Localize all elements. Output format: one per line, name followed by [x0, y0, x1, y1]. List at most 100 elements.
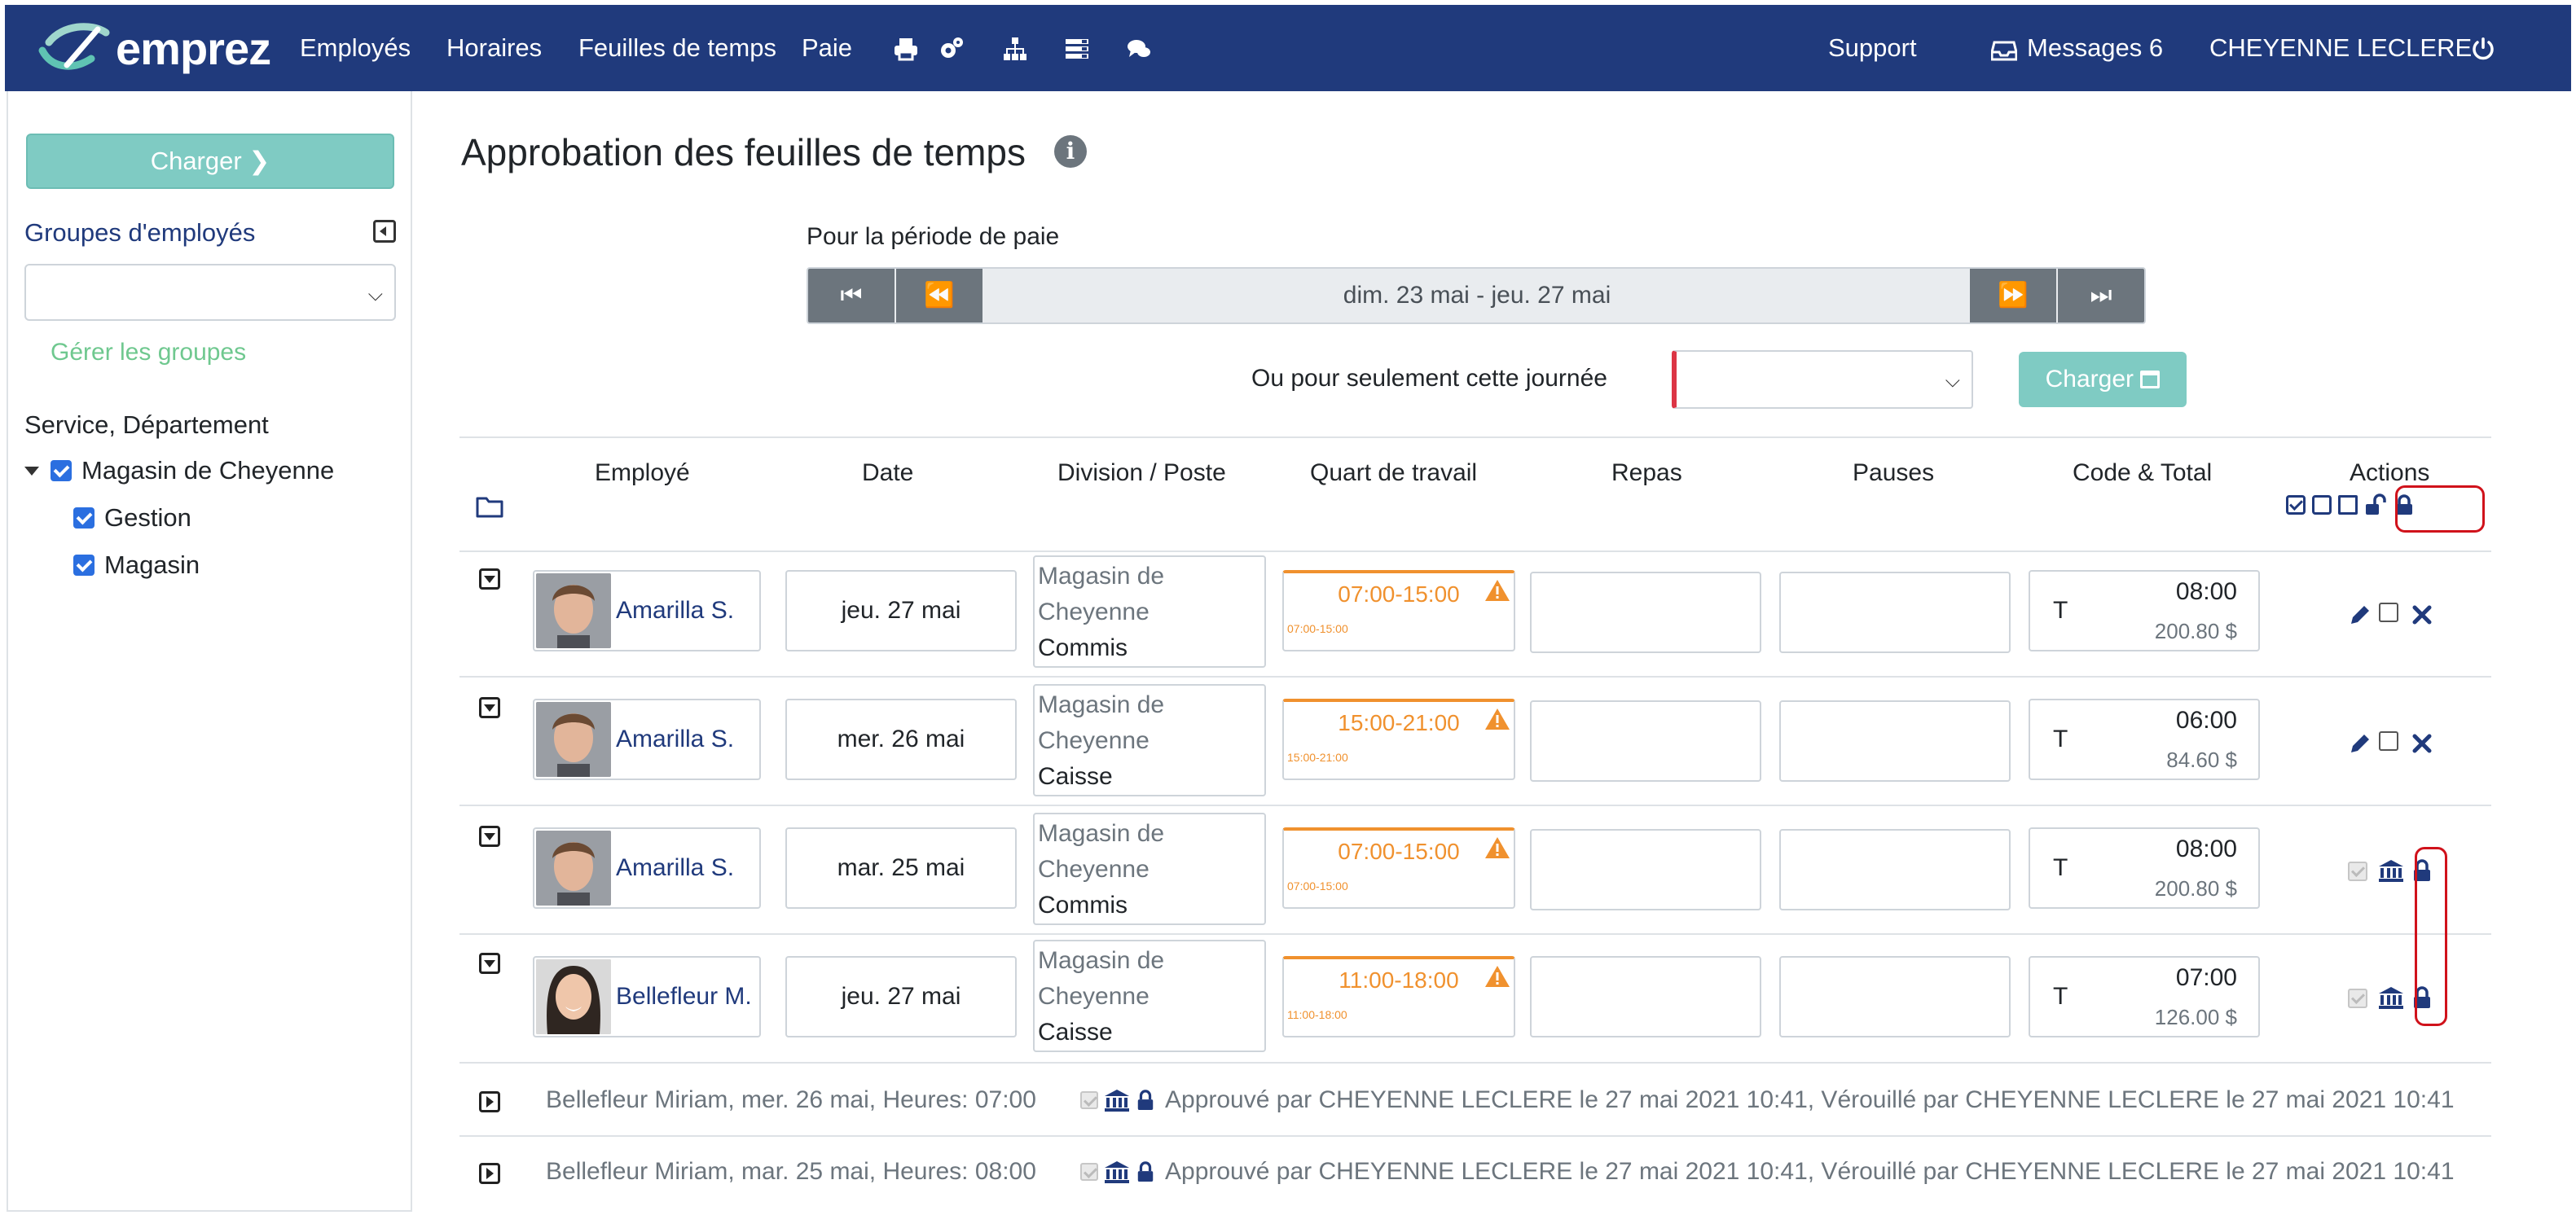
- breaks-cell[interactable]: [1779, 700, 2011, 782]
- breaks-cell[interactable]: [1779, 572, 2011, 653]
- avatar: [536, 831, 611, 906]
- emprez-logo[interactable]: emprez: [34, 18, 271, 78]
- select-all-checkbox-icon[interactable]: [2286, 495, 2306, 515]
- employee-name[interactable]: Amarilla S.: [616, 726, 735, 752]
- position-name: Commis: [1038, 892, 1128, 919]
- select-none-checkbox-icon[interactable]: [2312, 495, 2332, 515]
- checkbox-gestion[interactable]: [73, 507, 95, 529]
- avatar: [536, 702, 611, 777]
- row-collapse-toggle[interactable]: [479, 953, 500, 974]
- first-period-button[interactable]: ⏮: [808, 269, 895, 322]
- row-collapse-toggle[interactable]: [479, 568, 500, 590]
- nav-user[interactable]: CHEYENNE LECLERE: [2209, 33, 2473, 62]
- last-period-button[interactable]: ⏭: [2058, 269, 2144, 322]
- employee-name[interactable]: Amarilla S.: [616, 854, 735, 881]
- row-checkbox[interactable]: [2379, 603, 2398, 622]
- charger-day-button[interactable]: Charger: [2019, 352, 2187, 407]
- info-icon[interactable]: i: [1054, 135, 1087, 168]
- previous-period-button[interactable]: ⏪: [896, 269, 982, 322]
- toggle-selection-icon[interactable]: [2338, 495, 2358, 515]
- nav-employes[interactable]: Employés: [300, 33, 411, 62]
- lock-icon[interactable]: [2411, 985, 2433, 1010]
- avatar: [536, 573, 611, 648]
- approved-checkbox: [2348, 862, 2367, 881]
- meals-cell[interactable]: [1530, 700, 1761, 782]
- pay-period-pager: ⏮ ⏪ dim. 23 mai - jeu. 27 mai ⏩ ⏭: [807, 267, 2146, 324]
- employee-cell[interactable]: Bellefleur M.: [533, 956, 761, 1037]
- warning-icon: [1485, 708, 1510, 730]
- close-icon[interactable]: [2410, 731, 2434, 756]
- employee-groups-select[interactable]: ⌵: [24, 264, 396, 321]
- bank-icon[interactable]: [2377, 985, 2405, 1010]
- shift-cell[interactable]: 15:00-21:00 15:00-21:00: [1282, 699, 1515, 780]
- folder-icon[interactable]: [476, 495, 503, 518]
- avatar: [536, 959, 611, 1034]
- col-division-poste: Division / Poste: [1057, 459, 1226, 486]
- row-divider: [459, 1135, 2491, 1137]
- nav-messages[interactable]: Messages 6: [2027, 33, 2164, 62]
- tree-item-magasin-de-cheyenne[interactable]: Magasin de Cheyenne: [24, 456, 334, 485]
- bank-icon[interactable]: [2377, 858, 2405, 883]
- nav-support[interactable]: Support: [1828, 33, 1917, 62]
- division-cell: Magasin de Cheyenne Commis: [1033, 555, 1266, 668]
- tree-item-magasin[interactable]: Magasin: [73, 550, 200, 580]
- row-expand-toggle[interactable]: [479, 1091, 500, 1112]
- shift-scheduled: 11:00-18:00: [1287, 1008, 1347, 1021]
- close-icon[interactable]: [2410, 603, 2434, 627]
- logo-text: emprez: [116, 22, 271, 74]
- pencil-icon[interactable]: [2348, 603, 2372, 627]
- chat-icon[interactable]: [1126, 36, 1152, 62]
- employee-name[interactable]: Amarilla S.: [616, 597, 735, 624]
- pay-period-label: Pour la période de paie: [807, 223, 1060, 250]
- checkbox-magasin[interactable]: [73, 555, 95, 576]
- unlock-all-icon[interactable]: [2364, 493, 2387, 516]
- approved-checkbox: [1080, 1091, 1098, 1109]
- meals-cell[interactable]: [1530, 829, 1761, 910]
- gears-icon[interactable]: [939, 36, 965, 62]
- employee-cell[interactable]: Amarilla S.: [533, 827, 761, 909]
- caret-down-icon[interactable]: [24, 466, 39, 476]
- warning-icon: [1485, 837, 1510, 858]
- shift-cell[interactable]: 07:00-15:00 07:00-15:00: [1282, 827, 1515, 909]
- row-divider: [459, 933, 2491, 935]
- row-expand-toggle[interactable]: [479, 1163, 500, 1184]
- code-total-cell: T 08:00 200.80 $: [2029, 827, 2260, 909]
- shift-scheduled: 15:00-21:00: [1287, 751, 1348, 764]
- list-icon[interactable]: [1064, 36, 1090, 62]
- single-day-select[interactable]: ⌵: [1672, 350, 1973, 409]
- meals-cell[interactable]: [1530, 572, 1761, 653]
- nav-paie[interactable]: Paie: [802, 33, 853, 62]
- date-cell: jeu. 27 mai: [785, 956, 1017, 1037]
- lock-all-icon[interactable]: [2394, 493, 2415, 516]
- collapsed-summary: Bellefleur Miriam, mer. 26 mai, Heures: …: [546, 1086, 1036, 1113]
- total-hours: 08:00: [2175, 836, 2237, 862]
- employee-name[interactable]: Bellefleur M.: [616, 983, 752, 1010]
- row-checkbox[interactable]: [2379, 731, 2398, 751]
- lock-icon[interactable]: [2411, 858, 2433, 883]
- nav-horaires[interactable]: Horaires: [446, 33, 543, 62]
- total-amount: 200.80 $: [2154, 619, 2237, 643]
- shift-cell[interactable]: 11:00-18:00 11:00-18:00: [1282, 956, 1515, 1037]
- breaks-cell[interactable]: [1779, 829, 2011, 910]
- shift-cell[interactable]: 07:00-15:00 07:00-15:00: [1282, 570, 1515, 651]
- inbox-icon[interactable]: [1990, 37, 2018, 61]
- pencil-icon[interactable]: [2348, 731, 2372, 756]
- printer-icon[interactable]: [893, 36, 919, 62]
- meals-cell[interactable]: [1530, 956, 1761, 1037]
- col-code-total: Code & Total: [2073, 459, 2213, 486]
- employee-cell[interactable]: Amarilla S.: [533, 570, 761, 651]
- row-collapse-toggle[interactable]: [479, 826, 500, 847]
- org-chart-icon[interactable]: [1002, 36, 1028, 62]
- checkbox-magasin-de-cheyenne[interactable]: [51, 460, 72, 481]
- manage-groups-link[interactable]: Gérer les groupes: [51, 339, 247, 366]
- row-collapse-toggle[interactable]: [479, 697, 500, 718]
- sidebar-charger-button[interactable]: Charger ❯: [26, 134, 394, 189]
- employee-cell[interactable]: Amarilla S.: [533, 699, 761, 780]
- breaks-cell[interactable]: [1779, 956, 2011, 1037]
- power-icon[interactable]: [2470, 36, 2496, 62]
- nav-feuilles-de-temps[interactable]: Feuilles de temps: [578, 33, 776, 62]
- collapse-sidebar-icon[interactable]: [373, 220, 396, 243]
- lock-icon: [1137, 1090, 1154, 1110]
- next-period-button[interactable]: ⏩: [1970, 269, 2056, 322]
- tree-item-gestion[interactable]: Gestion: [73, 503, 191, 533]
